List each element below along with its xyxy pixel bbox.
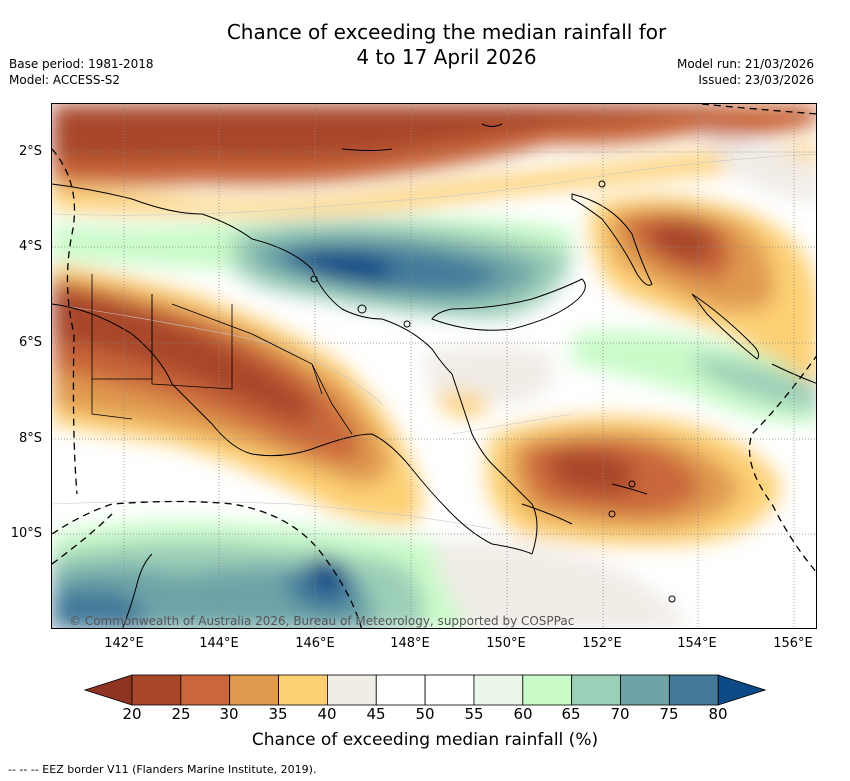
lat-label-10s: 10°S [10, 526, 42, 541]
cb-tick-60: 60 [513, 705, 533, 723]
lon-label-152e: 152°E [582, 636, 622, 651]
map-canvas [52, 104, 816, 628]
coastlines-sharp [52, 123, 816, 628]
lat-label-4s: 4°S [18, 239, 42, 254]
colorbar-over-arrow [717, 674, 767, 706]
colorbar-cell-65 [571, 674, 621, 706]
cb-tick-75: 75 [659, 705, 679, 723]
title-line-2: 4 to 17 April 2026 [356, 45, 537, 69]
colorbar-cell-30 [229, 674, 279, 706]
copyright-notice: © Commonwealth of Australia 2026, Bureau… [69, 614, 575, 628]
cb-tick-35: 35 [268, 705, 288, 723]
cb-tick-20: 20 [122, 705, 142, 723]
cb-tick-45: 45 [366, 705, 386, 723]
colorbar-cell-50 [424, 674, 475, 706]
colorbar-cell-45 [375, 674, 426, 706]
lon-label-148e: 148°E [390, 636, 430, 651]
colorbar [84, 674, 767, 706]
colorbar-under-arrow [84, 674, 133, 706]
colorbar-cell-40 [326, 674, 377, 706]
model-run: Model run: 21/03/2026 [676, 57, 814, 71]
colorbar-cell-20 [131, 674, 182, 706]
meta-left: Base period: 1981-2018 Model: ACCESS-S2 [9, 56, 154, 88]
contour-lines [52, 153, 816, 530]
lon-label-156e: 156°E [773, 636, 813, 651]
model-name: Model: ACCESS-S2 [9, 73, 121, 87]
colorbar-cell-75 [668, 674, 719, 706]
colorbar-cell-35 [278, 674, 328, 706]
map-title: Chance of exceeding the median rainfall … [0, 20, 850, 70]
base-period: Base period: 1981-2018 [9, 57, 154, 71]
lon-label-150e: 150°E [486, 636, 526, 651]
colorbar-cell-25 [180, 674, 231, 706]
cb-tick-25: 25 [171, 705, 191, 723]
lon-label-142e: 142°E [104, 636, 144, 651]
cb-tick-50: 50 [415, 705, 435, 723]
cb-tick-70: 70 [610, 705, 630, 723]
colorbar-label: Chance of exceeding median rainfall (%) [251, 730, 599, 750]
cb-tick-30: 30 [219, 705, 239, 723]
cb-tick-80: 80 [708, 705, 728, 723]
lat-label-6s: 6°S [18, 335, 42, 350]
lat-label-8s: 8°S [18, 431, 42, 446]
colorbar-cell-60 [522, 674, 573, 706]
footer-note: -- -- -- EEZ border V11 (Flanders Marine… [8, 763, 317, 776]
cb-tick-65: 65 [561, 705, 581, 723]
meta-right: Model run: 21/03/2026 Issued: 23/03/2026 [677, 56, 814, 88]
cb-tick-40: 40 [317, 705, 337, 723]
lat-label-2s: 2°S [18, 144, 42, 159]
colorbar-cell-55 [473, 674, 524, 706]
lon-label-146e: 146°E [295, 636, 335, 651]
cb-tick-55: 55 [464, 705, 484, 723]
issued-date: Issued: 23/03/2026 [698, 73, 814, 87]
rainfall-field [52, 104, 816, 628]
province-borders [91, 274, 353, 435]
title-line-1: Chance of exceeding the median rainfall … [226, 20, 667, 44]
rainfall-map [51, 103, 817, 629]
colorbar-cell-70 [620, 674, 670, 706]
eez-borders [52, 104, 816, 628]
gridlines [52, 104, 816, 628]
lon-label-144e: 144°E [199, 636, 239, 651]
lon-label-154e: 154°E [677, 636, 717, 651]
